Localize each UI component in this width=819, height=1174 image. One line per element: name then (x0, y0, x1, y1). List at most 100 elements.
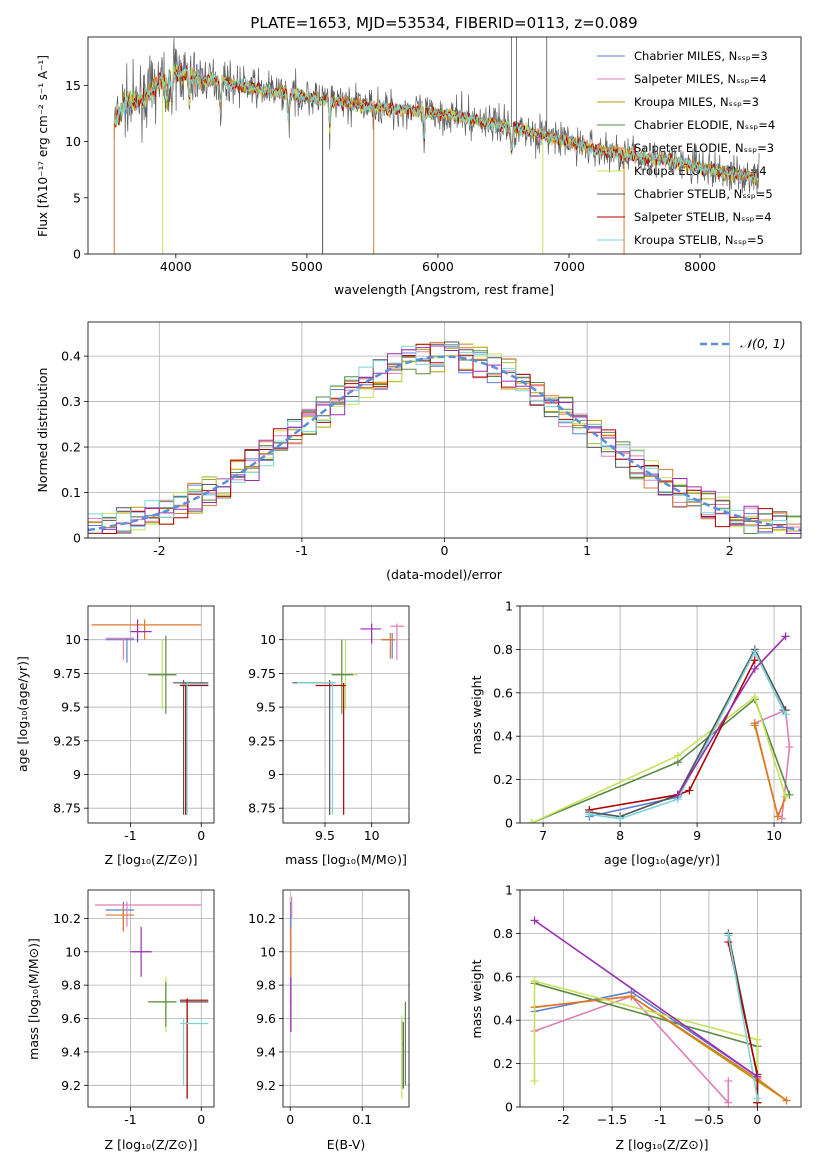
residual-histogram-9 (88, 345, 801, 534)
weight-vs-Z-point-marker (753, 1035, 762, 1044)
age-vs-Z-y-tick-label: 8.75 (53, 801, 81, 816)
spectrum-panel: PLATE=1653, MJD=53534, FIBERID=0113, z=0… (36, 14, 802, 297)
weight-vs-age-x-tick-label: 7 (539, 828, 547, 843)
legend-entry-chabrier-elodie: Chabrier ELODIE, Nₛₛₚ=4 (634, 118, 775, 132)
weight-vs-Z-point-marker (530, 977, 539, 986)
weight-vs-age-point-marker (750, 693, 759, 702)
spectrum-title: PLATE=1653, MJD=53534, FIBERID=0113, z=0… (250, 14, 637, 32)
age-vs-Z-xlabel: Z [log₁₀(Z/Z⊙)] (105, 852, 198, 867)
weight-vs-age-xlabel: age [log₁₀(age/yr)] (604, 852, 720, 867)
legend-entry-salpeter-stelib: Salpeter STELIB, Nₛₛₚ=4 (634, 210, 772, 224)
weight-vs-age-x-tick-label: 8 (616, 828, 624, 843)
legend-entry-chabrier-stelib: Chabrier STELIB, Nₛₛₚ=5 (634, 187, 773, 201)
mass-vs-EBV-frame (282, 889, 410, 1108)
weight-vs-Z-x-tick-label: 0 (753, 1112, 761, 1127)
age-vs-Z-marks (88, 606, 214, 823)
weight-vs-Z-series-line (534, 995, 730, 1105)
normal-curve (88, 355, 801, 532)
residuals-x-tick-label: 2 (726, 543, 734, 558)
spectrum-xlabel: wavelength [Angstrom, rest frame] (334, 282, 554, 297)
weight-vs-age-y-tick-label: 0.8 (493, 642, 513, 657)
weight-vs-Z-series-line (727, 935, 759, 1099)
residuals-frame (87, 321, 802, 539)
mass-vs-Z-y-tick-label: 9.8 (61, 978, 81, 993)
mass-vs-EBV-x-tick-label: 0.1 (352, 1112, 372, 1127)
weight-vs-Z-frame (519, 889, 802, 1108)
age-vs-mass-x-tick-label: 9.5 (315, 828, 335, 843)
mass-vs-EBV-plot-area (283, 890, 409, 1107)
age-vs-Z-plot-area (88, 606, 214, 823)
weight-vs-age-y-tick-label: 0 (505, 816, 513, 831)
residuals-xlabel: (data-model)/error (386, 567, 503, 582)
weight-vs-Z-ylabel: mass weight (469, 959, 484, 1038)
legend-entry-kroupa-stelib: Kroupa STELIB, Nₛₛₚ=5 (634, 233, 764, 247)
weight-vs-Z-point-marker (627, 992, 636, 1001)
age-vs-Z-y-tick-label: 9.5 (61, 700, 81, 715)
mass-vs-metallicity-panel: Z [log₁₀(Z/Z⊙)] mass [log₁₀(M/M⊙)] -1 0 9.… (26, 889, 215, 1152)
mass-vs-EBV-y-tick-label: 9.6 (256, 1011, 276, 1026)
weight-vs-Z-y-tick-label: 0.4 (493, 1013, 513, 1028)
weight-vs-age-point-marker (750, 647, 759, 656)
weight-vs-age-x-tick-label: 10 (766, 828, 782, 843)
residuals-y-tick-label: 0.2 (61, 440, 81, 455)
weight-vs-Z-point-marker (530, 1076, 539, 1085)
residuals-x-tick-label: 0 (441, 543, 449, 558)
weight-vs-Z-y-tick-label: 0 (505, 1100, 513, 1115)
age-vs-Z-y-tick-label: 9.75 (53, 666, 81, 681)
weight-vs-Z-y-tick-label: 1 (505, 883, 513, 898)
mass-vs-Z-y-tick-label: 10 (65, 944, 81, 959)
residuals-y-tick-label: 0.1 (61, 485, 81, 500)
weight-vs-metallicity-panel: Z [log₁₀(Z/Z⊙)] mass weight -2 −1.5 -1 −0.5… (469, 883, 802, 1152)
residuals-ylabel: Normed distribution (35, 368, 50, 493)
spectrum-ylabel: Flux [fλ10⁻¹⁷ erg cm⁻² s⁻¹ A⁻¹] (36, 55, 50, 237)
age-vs-mass-y-tick-label: 9 (268, 767, 276, 782)
weight-vs-Z-y-tick-label: 0.8 (493, 926, 513, 941)
weight-vs-age-point-marker (685, 786, 694, 795)
spectrum-x-tick-label: 7000 (553, 259, 585, 274)
mass-vs-Z-marks (88, 890, 214, 1107)
mass-vs-Z-x-tick-label: 0 (197, 1112, 205, 1127)
mass-vs-Z-plot-area (88, 890, 214, 1107)
age-vs-Z-x-tick-label: -1 (124, 828, 136, 843)
residuals-x-tick-label: 1 (583, 543, 591, 558)
age-vs-Z-y-tick-label: 9 (73, 767, 81, 782)
age-vs-mass-marks (283, 606, 409, 823)
weight-vs-Z-x-tick-label: −0.5 (694, 1112, 724, 1127)
mass-vs-EBV-y-tick-label: 10 (260, 944, 276, 959)
age-vs-Z-y-tick-label: 10 (65, 632, 81, 647)
spectrum-legend: Chabrier MILES, Nₛₛₚ=3 Salpeter MILES, N… (634, 49, 775, 247)
spectrum-plot-area (113, 37, 760, 254)
residual-histogram-8 (88, 344, 801, 534)
age-vs-Z-y-tick-label: 9.25 (53, 733, 81, 748)
weight-vs-age-point-marker (673, 790, 682, 799)
mass-vs-ebv-panel: E(B-V) 0 0.1 9.2 9.4 9.6 9.8 10 10.2 (248, 889, 410, 1152)
mass-vs-EBV-y-tick-label: 10.2 (248, 911, 276, 926)
mass-vs-EBV-x-tick-label: 0 (286, 1112, 294, 1127)
mass-vs-Z-y-tick-label: 10.2 (53, 911, 81, 926)
weight-vs-Z-marks (520, 890, 801, 1107)
age-vs-mass-panel: mass [log₁₀(M/M⊙)] 9.5 10 8.75 9 9.25 9.5 9.75… (248, 605, 410, 867)
weight-vs-Z-y-tick-label: 0.6 (493, 969, 513, 984)
spectrum-x-tick-label: 6000 (422, 259, 454, 274)
weight-vs-age-x-tick-label: 9 (693, 828, 701, 843)
spectrum-marks (113, 37, 760, 254)
age-vs-mass-frame (282, 605, 410, 824)
weight-vs-age-point-marker (781, 792, 790, 801)
weight-vs-Z-series-line (534, 919, 758, 1078)
weight-vs-Z-x-tick-label: -1 (654, 1112, 666, 1127)
weight-vs-age-ylabel: mass weight (469, 675, 484, 754)
weight-vs-age-y-tick-label: 0.6 (493, 685, 513, 700)
residuals-panel: (data-model)/error Normed distribution 𝒩… (35, 321, 802, 582)
weight-vs-age-marks (520, 606, 801, 823)
mass-vs-EBV-y-tick-label: 9.8 (256, 978, 276, 993)
spectrum-y-tick-label: 0 (73, 247, 81, 262)
weight-vs-age-point-marker (750, 656, 759, 665)
mass-vs-EBV-y-tick-label: 9.2 (256, 1078, 276, 1093)
residuals-y-tick-label: 0 (73, 531, 81, 546)
weight-vs-Z-y-tick-label: 0.2 (493, 1056, 513, 1071)
age-vs-mass-x-tick-label: 10 (364, 828, 380, 843)
mass-vs-Z-y-tick-label: 9.4 (61, 1044, 81, 1059)
mass-vs-Z-y-tick-label: 9.6 (61, 1011, 81, 1026)
weight-vs-age-series-line (531, 695, 787, 823)
